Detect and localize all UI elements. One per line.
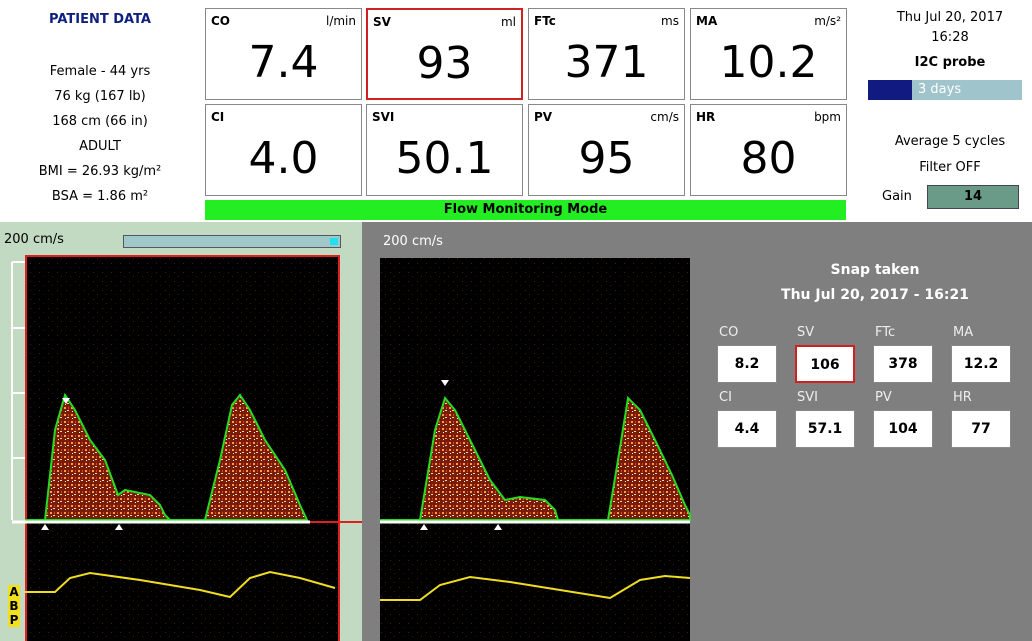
snap-label: CO [719,325,738,340]
snap-label: CI [719,390,732,405]
snap-label: SV [797,325,814,340]
snap-value: 106 [795,345,855,383]
snap-value: 4.4 [717,410,777,448]
waveforms [0,0,1032,641]
snap-label: MA [953,325,973,340]
snap-label: PV [875,390,892,405]
monitor-screen: PATIENT DATA Female - 44 yrs76 kg (167 l… [0,0,1032,641]
snap-value: 12.2 [951,345,1011,383]
abp-letter: P [8,613,20,627]
abp-letter: A [8,585,20,599]
abp-letter: B [8,599,20,613]
snap-label: SVI [797,390,818,405]
snap-value: 57.1 [795,410,855,448]
snap-value: 104 [873,410,933,448]
snap-value: 77 [951,410,1011,448]
scale-ticks [12,262,25,520]
snap-value: 8.2 [717,345,777,383]
snap-value: 378 [873,345,933,383]
snap-datetime: Thu Jul 20, 2017 - 16:21 [720,287,1030,303]
snap-label: HR [953,390,972,405]
snap-title: Snap taken [720,262,1030,278]
snap-label: FTc [875,325,895,340]
